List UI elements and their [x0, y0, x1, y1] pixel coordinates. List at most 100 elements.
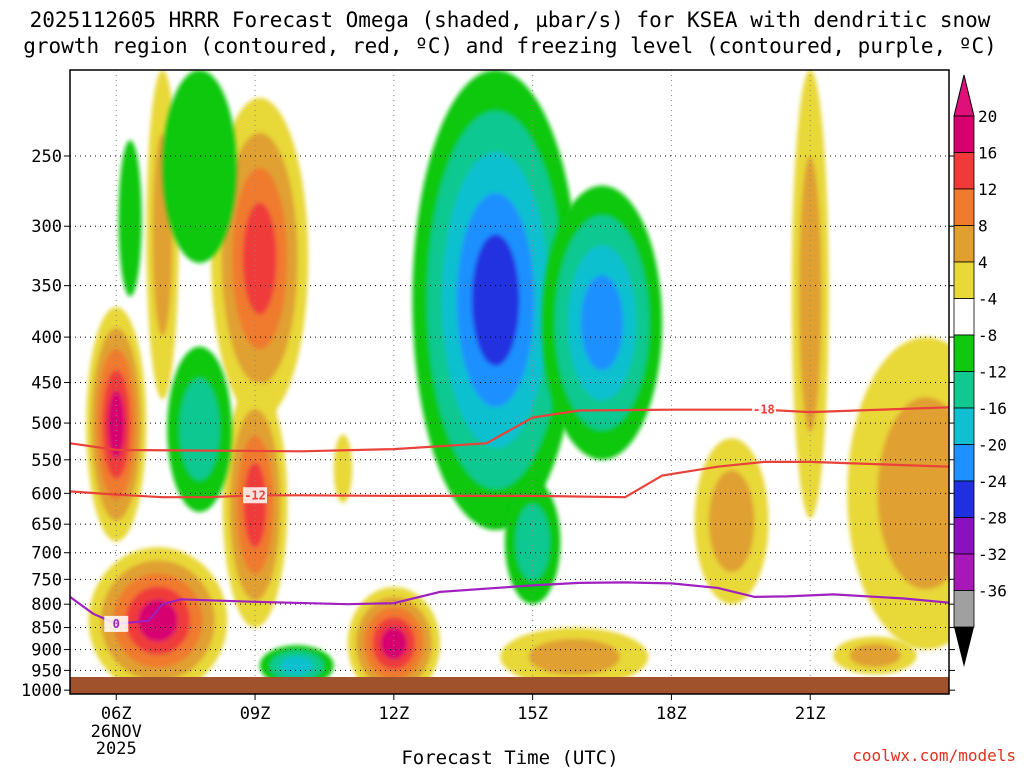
colorbar-bin: [953, 334, 975, 372]
omega-level-8: [798, 156, 822, 433]
contour-line: [70, 581, 949, 626]
colorbar-bin: [953, 517, 975, 555]
omega-feature: [162, 70, 237, 263]
colorbar-bin: [953, 553, 975, 591]
omega-feature: [167, 346, 232, 513]
colorbar-label: -12: [978, 363, 1007, 382]
contour-label-bg: [751, 401, 776, 418]
omega-level-8: [849, 643, 901, 668]
contour-label: 0: [113, 617, 120, 631]
colorbar-bin: [953, 115, 975, 153]
omega-feature: [541, 185, 663, 460]
ground-surface: [70, 677, 949, 694]
y-tick-label: 950: [31, 661, 62, 681]
y-tick-label: 350: [31, 277, 62, 297]
omega-level-20: [107, 390, 125, 458]
colorbar-bin: [953, 261, 975, 299]
omega-feature: [88, 547, 228, 694]
colorbar-label: 20: [978, 107, 997, 126]
colorbar-bin: [953, 225, 975, 263]
y-tick-label: 250: [31, 147, 62, 167]
colorbar-label: -4: [978, 290, 997, 309]
colorbar-label: -28: [978, 509, 1007, 528]
grid: [70, 70, 949, 694]
omega-feature: [833, 636, 917, 675]
contour-label: -12: [244, 488, 266, 502]
colorbar-bin: [953, 152, 975, 190]
x-tick-label: 12Z: [378, 704, 409, 724]
chart-title-line-2: growth region (contoured, red, ºC) and f…: [23, 34, 997, 58]
colorbar-label: 4: [978, 253, 988, 272]
omega-level-neg8: [515, 504, 550, 581]
contour-label-bg: [243, 487, 268, 504]
y-tick-label: 600: [31, 484, 62, 504]
x-axis-label: Forecast Time (UTC): [401, 747, 618, 768]
y-tick-label: 850: [31, 619, 62, 639]
omega-level-20: [380, 627, 408, 660]
y-tick-label: 900: [31, 641, 62, 661]
chart-title-line-1: 2025112605 HRRR Forecast Omega (shaded, …: [30, 8, 991, 32]
y-tick-label: 650: [31, 515, 62, 535]
omega-level-neg8: [179, 378, 220, 481]
colorbar-bin: [953, 188, 975, 226]
omega-level-neg16: [581, 275, 623, 371]
x-tick-label: 15Z: [517, 704, 548, 724]
omega-level-4: [333, 434, 353, 503]
y-tick-label: 550: [31, 451, 62, 471]
y-tick-label: 750: [31, 570, 62, 590]
colorbar-label: -16: [978, 399, 1007, 418]
omega-feature: [694, 438, 769, 605]
contour-line: [70, 406, 949, 453]
omega-feature: [500, 627, 649, 687]
colorbar-label: 8: [978, 217, 988, 236]
colorbar-label: 12: [978, 180, 997, 199]
omega-feature: [847, 337, 949, 650]
colorbar-top-arrow: [953, 74, 975, 117]
y-tick-label: 500: [31, 414, 62, 434]
colorbar: 20 16 12 8 4 -4 -8 -12 -16 -20 -24 -28 -32 -36: [953, 74, 1007, 667]
y-tick-label: 1000: [21, 681, 62, 701]
contour-label: -18: [753, 403, 775, 417]
omega-feature: [333, 434, 353, 503]
colorbar-label: -32: [978, 545, 1007, 564]
omega-feature: [86, 307, 147, 542]
x-tick-sublabel: 2025: [96, 739, 137, 759]
y-axis: 2503003504004505005506006507007508008509…: [21, 147, 955, 701]
colorbar-bin: [953, 407, 975, 445]
x-tick-label: 06Z: [101, 704, 132, 724]
contour-line: [70, 460, 949, 499]
omega-feature: [791, 70, 829, 519]
omega-level-8: [708, 470, 755, 573]
y-tick-label: 700: [31, 544, 62, 564]
y-tick-label: 400: [31, 328, 62, 348]
omega-feature: [118, 140, 142, 297]
omega-level-neg4: [162, 70, 237, 263]
omega-level-20: [138, 599, 178, 642]
omega-feature: [504, 480, 561, 605]
colorbar-label: -36: [978, 582, 1007, 601]
x-tick-sublabel: 26NOV: [91, 722, 142, 742]
colorbar-bin: [953, 371, 975, 409]
temperature-contours: -18 -12 0: [70, 401, 949, 632]
omega-level-neg4: [118, 140, 142, 297]
credit-text: coolwx.com/models: [852, 746, 1016, 765]
omega-level-16: [242, 202, 277, 315]
contour-label-bg: [104, 615, 129, 632]
colorbar-label: -8: [978, 326, 997, 345]
omega-shading: [86, 70, 949, 694]
y-tick-label: 300: [31, 217, 62, 237]
colorbar-bin: [953, 298, 975, 336]
omega-feature: [259, 645, 334, 687]
colorbar-bottom-arrow: [954, 627, 974, 667]
x-tick-label: 21Z: [795, 704, 826, 724]
y-tick-label: 450: [31, 373, 62, 393]
colorbar-bin: [953, 590, 975, 628]
colorbar-label: -20: [978, 436, 1007, 455]
colorbar-bin: [953, 444, 975, 482]
omega-level-8: [877, 397, 949, 590]
colorbar-label: -24: [978, 472, 1007, 491]
omega-feature: [412, 70, 579, 531]
omega-level-neg12: [280, 656, 314, 675]
omega-level-8: [528, 638, 620, 675]
